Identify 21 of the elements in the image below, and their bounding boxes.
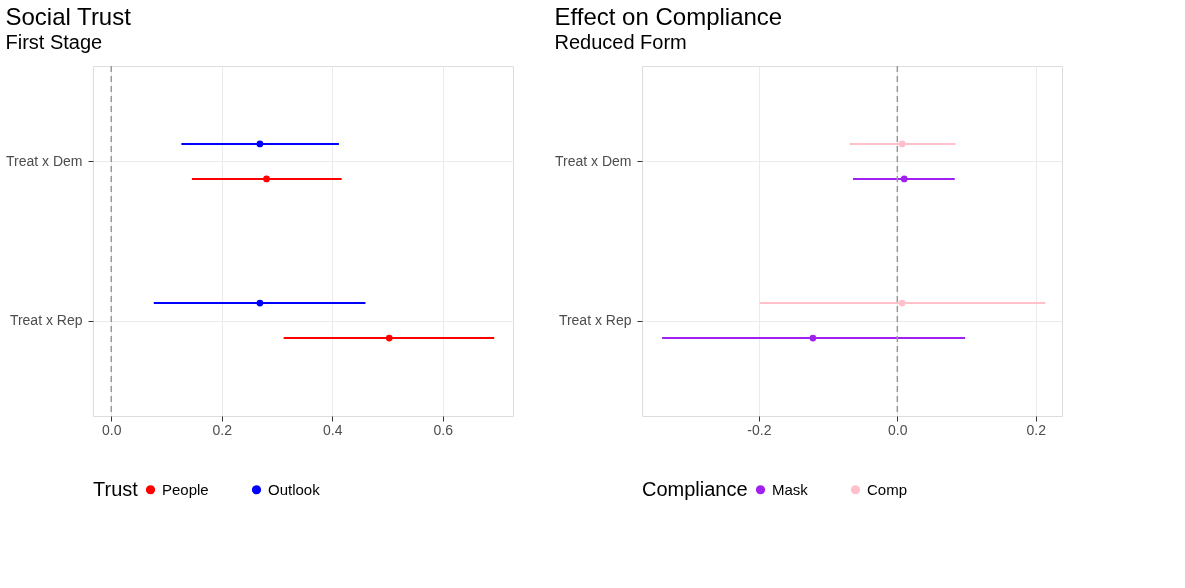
y-tick-label: Treat x Dem [6,152,83,169]
chart-title: Effect on Compliance [554,3,783,31]
chart-title: Social Trust [5,3,132,31]
chart-subtitle: First Stage [5,31,103,54]
x-tick-label: 0.4 [323,421,343,438]
x-tick-label: 0.6 [433,421,454,438]
y-tick-label: Treat x Rep [9,312,83,329]
legend-title: Compliance [642,478,748,500]
legend-title: Trust [93,478,139,500]
x-tick-label: 0.2 [212,421,233,438]
legend-label: People [162,480,209,498]
chart-subtitle: Reduced Form [554,31,687,54]
y-tick-label: Treat x Rep [558,312,632,329]
legend-label: Comp [867,480,908,498]
x-tick-label: 0.0 [102,421,122,438]
x-tick-label: -0.2 [747,421,772,438]
y-tick-label: Treat x Dem [555,152,632,169]
legend-label: Outlook [268,480,321,498]
x-tick-label: 0.2 [1026,421,1047,438]
x-tick-label: 0.0 [888,421,908,438]
legend-label: Mask [772,480,809,498]
